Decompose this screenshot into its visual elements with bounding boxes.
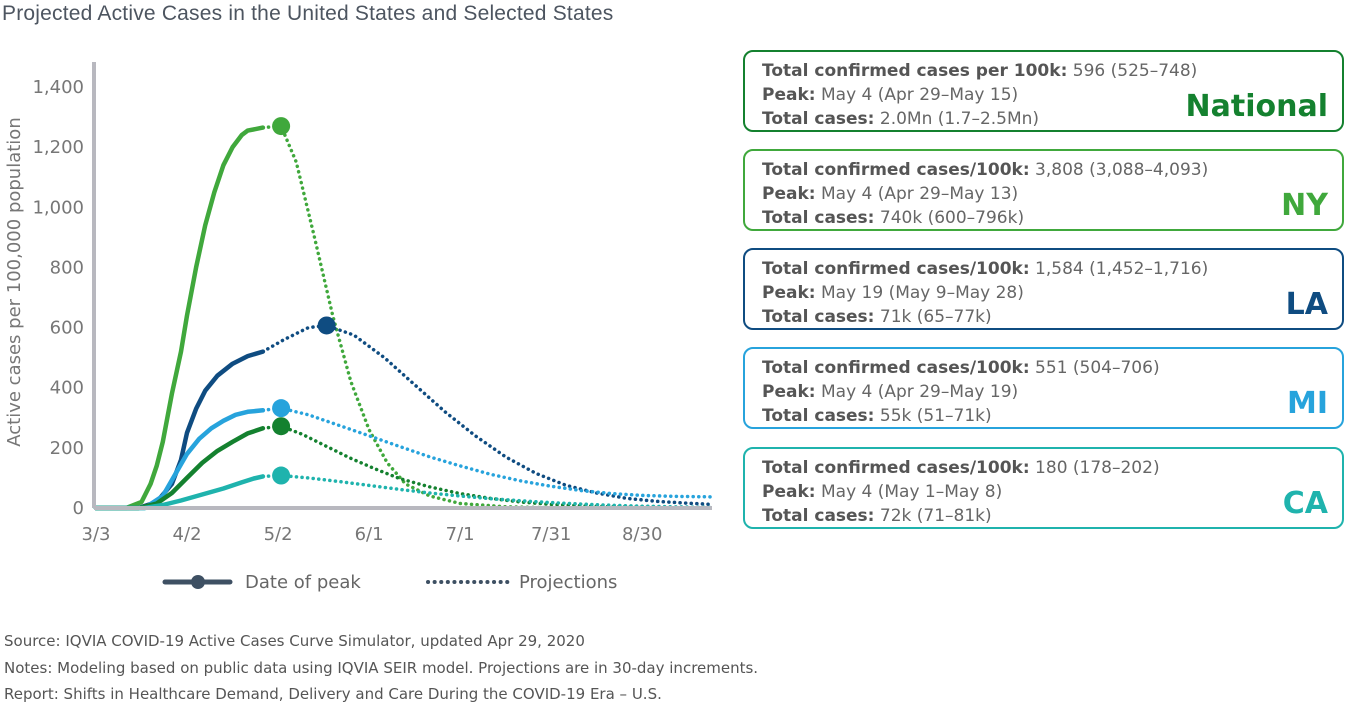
footer-notes: Source: IQVIA COVID-19 Active Cases Curv… — [4, 628, 758, 708]
card-region-name: MI — [1286, 386, 1328, 421]
card-total-cases: Total cases: 55k (51–71k) — [762, 404, 1342, 428]
y-tick-label: 400 — [50, 378, 84, 399]
card-value: May 4 (Apr 29–May 13) — [815, 184, 1019, 204]
report-note: Report: Shifts in Healthcare Demand, Del… — [4, 685, 662, 703]
summary-card-national: Total confirmed cases per 100k: 596 (525… — [743, 50, 1344, 132]
card-value: 71k (65–77k) — [874, 307, 992, 327]
peak-marker-mi — [272, 399, 291, 418]
card-label: Total confirmed cases/100k: — [762, 458, 1030, 478]
series-projection-mi — [261, 406, 714, 499]
card-peak: Peak: May 4 (Apr 29–May 15) — [762, 83, 1342, 107]
card-label: Peak: — [762, 382, 816, 402]
legend-peak-label: Date of peak — [245, 572, 361, 593]
card-value: 596 (525–748) — [1067, 61, 1198, 81]
y-tick-label: 800 — [50, 257, 84, 278]
x-tick-label: 4/2 — [173, 524, 202, 545]
peak-marker-ca — [272, 466, 291, 485]
summary-card-ca: Total confirmed cases/100k: 180 (178–202… — [743, 447, 1344, 529]
series-layer — [93, 117, 714, 511]
card-value: May 19 (May 9–May 28) — [815, 283, 1024, 303]
y-tick-label: 200 — [50, 438, 84, 459]
card-label: Total confirmed cases/100k: — [762, 358, 1030, 378]
series-projection-ca — [261, 473, 714, 510]
card-label: Total cases: — [762, 506, 875, 526]
card-total-per-100k: Total confirmed cases/100k: 3,808 (3,088… — [762, 158, 1342, 182]
card-value: May 4 (Apr 29–May 19) — [815, 382, 1019, 402]
card-value: May 4 (May 1–May 8) — [815, 482, 1003, 502]
legend-projection-label: Projections — [519, 572, 617, 593]
x-tick-label: 7/31 — [531, 524, 571, 545]
card-total-cases: Total cases: 72k (71–81k) — [762, 504, 1342, 528]
card-total-per-100k: Total confirmed cases/100k: 180 (178–202… — [762, 456, 1342, 480]
series-actual-mi — [93, 408, 266, 511]
x-tick-label: 3/3 — [82, 524, 111, 545]
series-projection-la — [261, 323, 714, 507]
card-region-name: National — [1185, 89, 1328, 124]
card-total-cases: Total cases: 740k (600–796k) — [762, 206, 1342, 230]
x-tick-label: 8/30 — [622, 524, 662, 545]
notes-note: Notes: Modeling based on public data usi… — [4, 658, 759, 677]
peak-marker-national — [272, 417, 291, 436]
peak-marker-ny — [272, 117, 291, 136]
card-peak: Peak: May 4 (May 1–May 8) — [762, 480, 1342, 504]
x-tick-label: 7/1 — [446, 524, 475, 545]
card-peak: Peak: May 19 (May 9–May 28) — [762, 281, 1342, 305]
chart-title: Projected Active Cases in the United Sta… — [2, 2, 614, 25]
peak-marker-la — [317, 316, 336, 335]
card-label: Peak: — [762, 184, 816, 204]
card-label: Total confirmed cases/100k: — [762, 160, 1030, 180]
summary-card-mi: Total confirmed cases/100k: 551 (504–706… — [743, 347, 1344, 429]
card-value: 551 (504–706) — [1029, 358, 1160, 378]
card-total-per-100k: Total confirmed cases/100k: 1,584 (1,452… — [762, 257, 1342, 281]
card-region-name: NY — [1281, 188, 1328, 223]
card-value: 55k (51–71k) — [874, 406, 992, 426]
card-value: May 4 (Apr 29–May 15) — [815, 85, 1019, 105]
y-tick-label: 0 — [73, 498, 84, 519]
card-label: Peak: — [762, 85, 816, 105]
card-value: 1,584 (1,452–1,716) — [1029, 259, 1209, 279]
card-total-per-100k: Total confirmed cases/100k: 551 (504–706… — [762, 356, 1342, 380]
card-label: Peak: — [762, 283, 816, 303]
card-label: Peak: — [762, 482, 816, 502]
y-tick-label: 1,200 — [32, 137, 84, 158]
series-actual-ca — [93, 474, 266, 511]
summary-card-la: Total confirmed cases/100k: 1,584 (1,452… — [743, 248, 1344, 330]
x-axis-ticks: 3/3 4/2 5/2 6/1 7/1 7/31 8/30 — [82, 524, 663, 545]
card-region-name: CA — [1282, 486, 1328, 521]
card-label: Total confirmed cases/100k: — [762, 259, 1030, 279]
card-value: 72k (71–81k) — [874, 506, 992, 526]
series-actual-ny — [93, 125, 266, 511]
card-value: 3,808 (3,088–4,093) — [1029, 160, 1209, 180]
series-projection-national — [261, 424, 714, 510]
y-tick-label: 1,400 — [32, 77, 84, 98]
card-total-cases: Total cases: 2.0Mn (1.7–2.5Mn) — [762, 107, 1342, 131]
legend: Date of peak Projections — [162, 572, 617, 593]
card-value: 740k (600–796k) — [874, 208, 1025, 228]
summary-card-ny: Total confirmed cases/100k: 3,808 (3,088… — [743, 149, 1344, 231]
card-label: Total cases: — [762, 109, 875, 129]
card-peak: Peak: May 4 (Apr 29–May 19) — [762, 380, 1342, 404]
card-peak: Peak: May 4 (Apr 29–May 13) — [762, 182, 1342, 206]
y-tick-label: 1,000 — [32, 197, 84, 218]
x-tick-label: 5/2 — [264, 524, 293, 545]
x-tick-label: 6/1 — [355, 524, 384, 545]
source-note: Source: IQVIA COVID-19 Active Cases Curv… — [4, 632, 585, 650]
line-chart: 0 200 400 600 800 1,000 1,200 1,400 3/3 4/2 5/2 6/… — [4, 62, 714, 593]
card-total-cases: Total cases: 71k (65–77k) — [762, 305, 1342, 329]
card-total-per-100k: Total confirmed cases per 100k: 596 (525… — [762, 59, 1342, 83]
card-value: 2.0Mn (1.7–2.5Mn) — [874, 109, 1040, 129]
y-axis-ticks: 0 200 400 600 800 1,000 1,200 1,400 — [32, 77, 84, 519]
card-region-name: LA — [1285, 287, 1328, 322]
card-label: Total cases: — [762, 208, 875, 228]
y-axis-label: Active cases per 100,000 population — [4, 117, 25, 446]
series-projection-ny — [261, 124, 714, 510]
card-label: Total confirmed cases per 100k: — [762, 61, 1068, 81]
legend-peak-marker — [191, 575, 205, 589]
card-label: Total cases: — [762, 406, 875, 426]
card-value: 180 (178–202) — [1029, 458, 1160, 478]
card-label: Total cases: — [762, 307, 875, 327]
y-tick-label: 600 — [50, 318, 84, 339]
